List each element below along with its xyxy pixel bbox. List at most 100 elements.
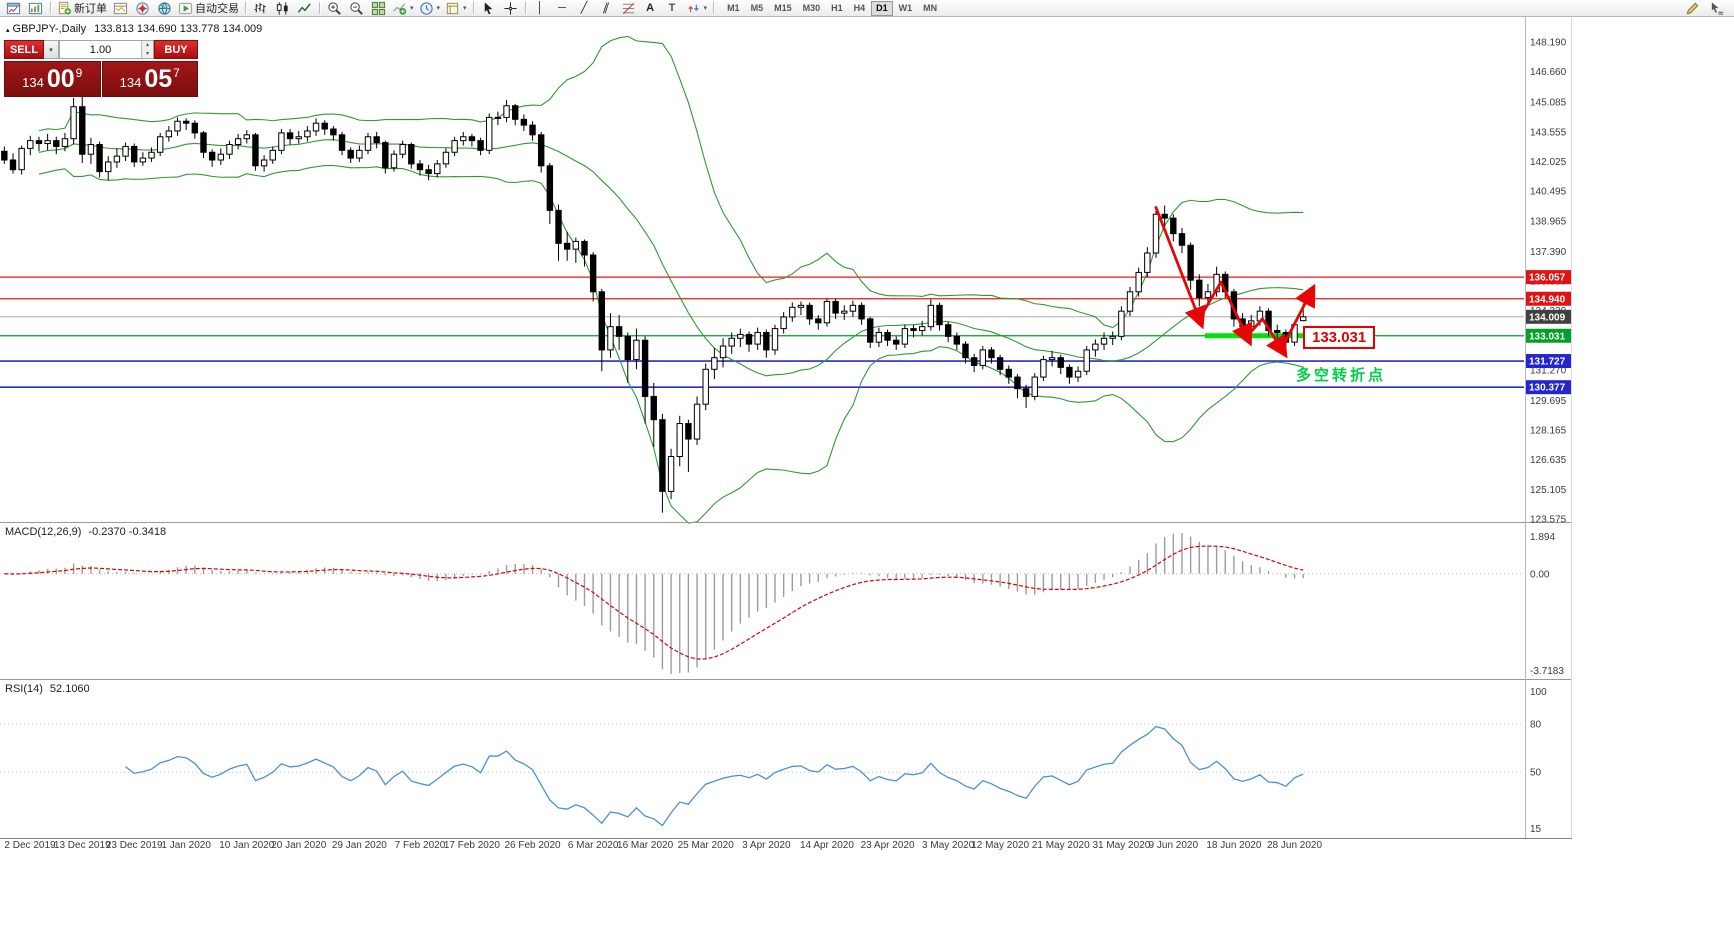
label-tool-icon: T bbox=[668, 1, 676, 14]
toolbar-separator bbox=[472, 2, 474, 14]
vertical-line-icon: │ bbox=[536, 1, 544, 14]
globe-icon bbox=[157, 1, 172, 16]
timeframe-button-mn[interactable]: MN bbox=[923, 2, 938, 13]
periods-button[interactable]: ▾ bbox=[417, 1, 443, 16]
volume-dropdown[interactable]: ▾ bbox=[44, 40, 59, 59]
timeframe-button-w1[interactable]: W1 bbox=[898, 2, 913, 13]
indicators-button[interactable]: ▾ bbox=[390, 1, 416, 16]
svg-text:129.695: 129.695 bbox=[1530, 396, 1567, 407]
timeframe-button-m5[interactable]: M5 bbox=[750, 2, 764, 13]
channel-icon: ∥ bbox=[601, 1, 611, 14]
svg-text:17 Feb 2020: 17 Feb 2020 bbox=[444, 840, 501, 851]
svg-text:123.575: 123.575 bbox=[1530, 515, 1567, 526]
bid-quote[interactable]: 134 00 9 bbox=[4, 61, 101, 97]
volume-input[interactable] bbox=[60, 41, 141, 58]
horizontal-lines[interactable] bbox=[0, 276, 1524, 388]
navigator-button[interactable] bbox=[132, 1, 153, 16]
sell-button[interactable]: SELL bbox=[4, 40, 44, 59]
trend-arrows[interactable] bbox=[1154, 206, 1316, 359]
svg-text:29 Jan 2020: 29 Jan 2020 bbox=[332, 840, 387, 851]
rsi-axis-labels: 100 80 50 15 bbox=[1530, 687, 1547, 835]
bar-chart-button[interactable] bbox=[250, 1, 271, 16]
price-axis-tags: 136.057 134.940 134.009 133.031 131.727 130.3… bbox=[1526, 270, 1571, 395]
macd-axis-labels: 1.894 0.00 -3.7183 bbox=[1530, 532, 1564, 677]
draw-button[interactable] bbox=[1682, 1, 1703, 16]
chart-canvas[interactable]: 148.190 146.660 145.085 143.555 142.025 140.4… bbox=[0, 17, 1734, 948]
svg-text:21 May 2020: 21 May 2020 bbox=[1032, 840, 1090, 851]
volume-stepper[interactable]: ▴ ▾ bbox=[141, 41, 153, 58]
terminal-button[interactable] bbox=[154, 1, 175, 16]
svg-text:26 Feb 2020: 26 Feb 2020 bbox=[504, 840, 561, 851]
svg-text:3 Apr 2020: 3 Apr 2020 bbox=[742, 840, 791, 851]
main-toolbar: 新订单 自动交易 ▾ ▾ ▾ bbox=[0, 0, 1734, 17]
svg-text:25 Mar 2020: 25 Mar 2020 bbox=[678, 840, 735, 851]
pointer-menu-icon bbox=[1711, 1, 1724, 16]
timeframe-button-m30[interactable]: M30 bbox=[802, 2, 821, 13]
svg-text:80: 80 bbox=[1530, 720, 1542, 731]
macd-title: MACD(12,26,9) bbox=[5, 526, 82, 538]
market-watch-button[interactable] bbox=[110, 1, 131, 16]
one-click-trading-panel: SELL ▾ ▴ ▾ BUY 134 00 9 134 05 7 bbox=[4, 40, 198, 97]
line-chart-button[interactable] bbox=[294, 1, 315, 16]
autotrading-button[interactable]: 自动交易 bbox=[176, 1, 241, 16]
zoom-out-button[interactable] bbox=[346, 1, 367, 16]
trendline-tool[interactable]: ╱ bbox=[574, 1, 595, 16]
turning-point-text[interactable]: 多空转折点 bbox=[1296, 367, 1387, 384]
vertical-line-tool[interactable]: │ bbox=[530, 1, 551, 16]
templates-button[interactable]: ▾ bbox=[443, 1, 469, 16]
tile-windows-button[interactable] bbox=[368, 1, 389, 16]
label-tool[interactable]: T bbox=[662, 1, 683, 16]
text-tool[interactable]: A bbox=[640, 1, 661, 16]
horizontal-line-tool[interactable]: ─ bbox=[552, 1, 573, 16]
pencil-icon bbox=[1685, 1, 1700, 16]
new-order-button[interactable]: 新订单 bbox=[55, 1, 109, 16]
svg-text:50: 50 bbox=[1530, 768, 1542, 779]
ohlc-values: 133.813 134.690 133.778 134.009 bbox=[94, 23, 263, 35]
bid-point: 9 bbox=[75, 66, 83, 80]
timeframe-button-h1[interactable]: H1 bbox=[831, 2, 843, 13]
toolbar-separator bbox=[245, 2, 246, 14]
timeframe-button-m1[interactable]: M1 bbox=[727, 2, 740, 13]
volume-field-wrap: ▴ ▾ bbox=[59, 40, 154, 59]
tile-windows-icon bbox=[371, 1, 386, 16]
crosshair-tool-button[interactable] bbox=[500, 1, 521, 16]
cursor-tool-button[interactable] bbox=[478, 1, 499, 16]
candlestick-chart-button[interactable] bbox=[272, 1, 293, 16]
chart-workspace: 148.190 146.660 145.085 143.555 142.025 140.4… bbox=[0, 17, 1734, 948]
support-highlight[interactable] bbox=[1204, 333, 1307, 339]
ask-point: 7 bbox=[173, 66, 180, 80]
svg-text:6 Mar 2020: 6 Mar 2020 bbox=[568, 840, 619, 851]
toolbar-separator bbox=[713, 2, 715, 14]
arrows-tool[interactable]: ▾ bbox=[684, 1, 710, 16]
toolbar-separator bbox=[50, 2, 51, 14]
macd-pane-header: MACD(12,26,9) -0.2370 -0.3418 bbox=[5, 526, 166, 538]
chevron-down-icon: ▾ bbox=[49, 46, 53, 54]
svg-text:3 May 2020: 3 May 2020 bbox=[922, 840, 975, 851]
macd-histogram bbox=[12, 533, 1304, 674]
zoom-in-button[interactable] bbox=[324, 1, 345, 16]
svg-text:131.727: 131.727 bbox=[1529, 357, 1566, 368]
timeframe-button-h4[interactable]: H4 bbox=[853, 2, 866, 13]
stepper-down-icon[interactable]: ▾ bbox=[142, 49, 153, 58]
fibonacci-tool[interactable] bbox=[618, 1, 639, 16]
symbol-marker-icon: ▴ bbox=[6, 27, 10, 34]
svg-text:12 May 2020: 12 May 2020 bbox=[971, 840, 1029, 851]
svg-text:9 Jun 2020: 9 Jun 2020 bbox=[1149, 840, 1199, 851]
profiles-button[interactable] bbox=[25, 1, 46, 16]
svg-text:133.031: 133.031 bbox=[1529, 331, 1566, 342]
new-chart-button[interactable] bbox=[3, 1, 24, 16]
svg-text:128.165: 128.165 bbox=[1530, 426, 1567, 437]
ask-quote[interactable]: 134 05 7 bbox=[101, 61, 198, 97]
bollinger-bands bbox=[38, 35, 1304, 524]
macd-signal-line bbox=[4, 545, 1304, 660]
symbol-title: GBPJPY-,Daily bbox=[12, 23, 87, 35]
timeframe-button-d1[interactable]: D1 bbox=[871, 0, 893, 16]
buy-button[interactable]: BUY bbox=[154, 40, 198, 59]
channel-tool[interactable]: ∥ bbox=[596, 1, 617, 16]
support-price-label[interactable]: 133.031 bbox=[1303, 326, 1376, 349]
pointer-menu-button[interactable] bbox=[1706, 1, 1727, 16]
svg-text:125.105: 125.105 bbox=[1530, 485, 1567, 496]
stepper-up-icon[interactable]: ▴ bbox=[142, 41, 153, 50]
timeframe-button-m15[interactable]: M15 bbox=[774, 2, 792, 13]
rsi-value: 52.1060 bbox=[49, 683, 90, 695]
